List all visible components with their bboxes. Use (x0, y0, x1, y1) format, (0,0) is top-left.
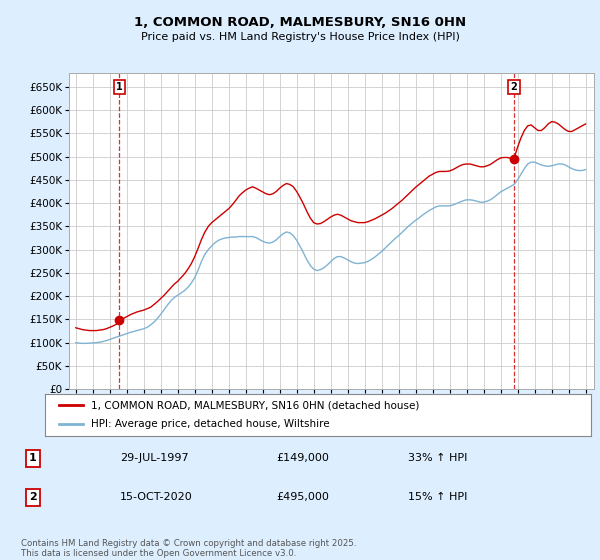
Text: Contains HM Land Registry data © Crown copyright and database right 2025.
This d: Contains HM Land Registry data © Crown c… (21, 539, 356, 558)
Text: 1: 1 (29, 454, 37, 464)
Text: £495,000: £495,000 (276, 492, 329, 502)
Text: 2: 2 (511, 82, 517, 92)
Text: HPI: Average price, detached house, Wiltshire: HPI: Average price, detached house, Wilt… (91, 419, 330, 430)
Text: 29-JUL-1997: 29-JUL-1997 (120, 454, 188, 464)
Text: 2: 2 (29, 492, 37, 502)
Text: Price paid vs. HM Land Registry's House Price Index (HPI): Price paid vs. HM Land Registry's House … (140, 32, 460, 42)
Text: 1: 1 (116, 82, 123, 92)
Text: £149,000: £149,000 (276, 454, 329, 464)
Text: 1, COMMON ROAD, MALMESBURY, SN16 0HN (detached house): 1, COMMON ROAD, MALMESBURY, SN16 0HN (de… (91, 400, 420, 410)
Text: 33% ↑ HPI: 33% ↑ HPI (408, 454, 467, 464)
Text: 15% ↑ HPI: 15% ↑ HPI (408, 492, 467, 502)
Text: 15-OCT-2020: 15-OCT-2020 (120, 492, 193, 502)
Text: 1, COMMON ROAD, MALMESBURY, SN16 0HN: 1, COMMON ROAD, MALMESBURY, SN16 0HN (134, 16, 466, 29)
